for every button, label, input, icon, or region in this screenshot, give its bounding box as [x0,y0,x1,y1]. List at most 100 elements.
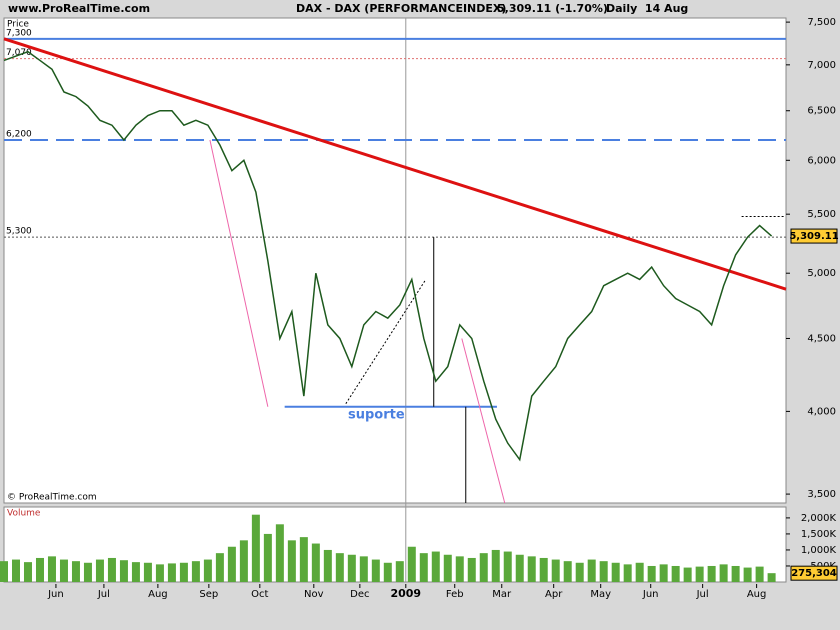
y-tick-label: 7,000 [807,60,836,71]
volume-bar [95,559,104,582]
y-tick-label: 4,000 [807,406,836,417]
volume-bar [731,565,740,582]
last-price-label: 5,309.11 [789,231,838,242]
volume-bar [491,549,500,582]
x-tick-label: Nov [304,589,324,600]
y-tick-label: 1,500K [801,529,837,540]
volume-bar [0,561,8,582]
volume-bar [191,561,200,582]
volume-bar [11,559,20,582]
volume-bar [551,559,560,582]
volume-bar [323,549,332,582]
volume-bar [35,557,44,582]
volume-bar [227,546,236,582]
y-tick-label: 7,500 [807,17,836,28]
x-tick-label: Jun [642,589,659,600]
volume-bar [647,565,656,582]
volume-bar [515,554,524,582]
volume-bar [563,561,572,582]
y-tick-label: 3,500 [807,489,836,500]
volume-bar [683,567,692,582]
volume-bar [347,554,356,582]
quote: 5,309.11 (-1.70%) [497,2,608,15]
support-label: suporte [348,408,405,423]
volume-bar [215,553,224,582]
volume-bar [335,553,344,582]
volume-bar [359,556,368,582]
volume-bar [311,543,320,582]
volume-bar [155,564,164,582]
y-tick-label: 4,500 [807,333,836,344]
volume-bar [287,540,296,582]
volume-bar [47,556,56,582]
volume-bar [179,562,188,582]
volume-bar [107,557,116,582]
y-tick-label: 5,500 [807,209,836,220]
level-label: 7,070 [6,48,32,58]
title: DAX - DAX (PERFORMANCEINDEX) [296,2,506,15]
x-tick-label: 2009 [390,587,421,600]
volume-bar [671,565,680,582]
x-tick-label: Dec [350,589,369,600]
volume-bar [23,562,32,582]
volume-bar [275,524,284,582]
volume-bar [659,564,668,582]
level-label: 6,200 [6,129,32,139]
volume-bar [119,560,128,582]
volume-bar [767,573,776,582]
period: Daily 14 Aug [606,2,688,15]
volume-bar [587,559,596,582]
annotation-line [3,37,787,291]
last-volume-box [790,565,838,581]
last-volume-label: 275,304 [791,568,837,579]
volume-bar [383,562,392,582]
volume-bar [539,557,548,582]
copyright: © ProRealTime.com [7,493,97,503]
annotation-line [209,139,269,407]
volume-bar [503,551,512,582]
volume-bar [575,562,584,582]
volume-bar [755,566,764,582]
volume-bar [71,561,80,582]
volume-bar [599,561,608,582]
x-tick-label: Aug [148,589,168,600]
volume-bar [251,514,260,582]
x-tick-label: Oct [251,589,268,600]
x-tick-label: Jul [696,589,709,600]
x-tick-label: Jun [47,589,64,600]
volume-bar [479,553,488,582]
volume-label: Volume [7,509,41,519]
volume-bar [203,559,212,582]
volume-bar [395,561,404,582]
x-tick-label: Apr [545,589,563,600]
volume-bar [527,556,536,582]
volume-bar [167,563,176,582]
y-tick-label: 6,000 [807,155,836,166]
price-panel [3,17,787,504]
volume-bar [455,556,464,582]
volume-bar [299,537,308,582]
y-tick-label: 5,000 [807,268,836,279]
last-price-box [790,228,838,244]
annotation-line [461,338,506,504]
volume-bar [407,546,416,582]
site: www.ProRealTime.com [8,2,150,15]
volume-bar [707,565,716,582]
volume-bar [695,566,704,582]
level-label: 7,300 [6,28,32,38]
y-tick-label: 2,000K [801,513,837,524]
volume-bar [623,564,632,582]
volume-bar [467,557,476,582]
volume-bar [83,562,92,582]
price-line [3,50,773,462]
x-tick-label: May [590,589,611,600]
volume-bar [371,559,380,582]
annotation-line [345,279,427,404]
volume-bar [143,562,152,582]
x-tick-label: Feb [446,589,464,600]
volume-bar [635,562,644,582]
volume-bar [239,540,248,582]
x-tick-label: Aug [747,589,767,600]
volume-bar [743,567,752,582]
